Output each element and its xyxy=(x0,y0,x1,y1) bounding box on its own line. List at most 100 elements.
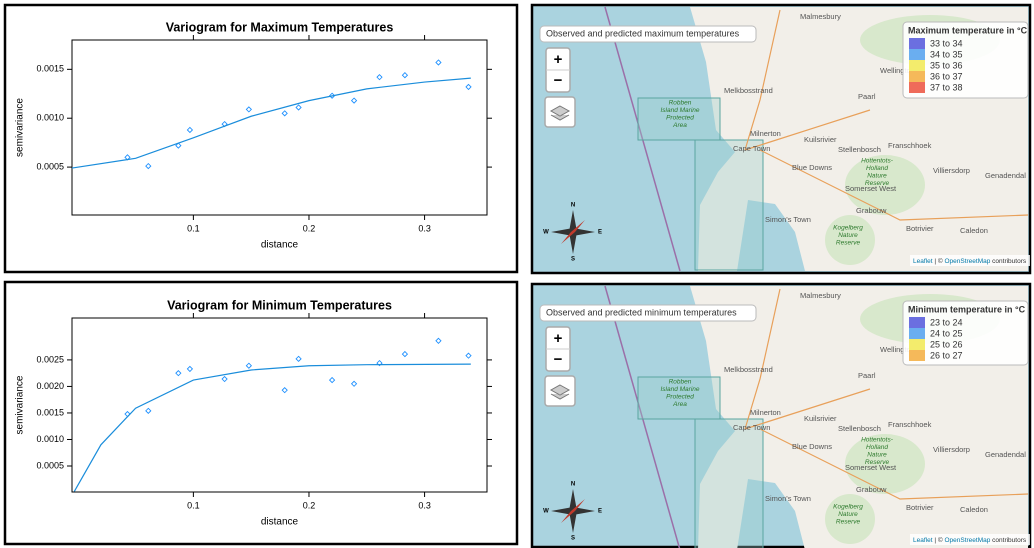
attribution-part: contributors xyxy=(992,258,1027,265)
attribution-part: Leaflet xyxy=(913,537,933,544)
attribution-part: OpenStreetMap xyxy=(944,258,990,265)
legend-swatch xyxy=(909,339,925,350)
place-name: Simon's Town xyxy=(765,215,811,224)
reserve-name: Robben xyxy=(669,379,692,386)
panel-border xyxy=(5,282,517,544)
place-name: Caledon xyxy=(960,505,988,514)
place-name: Blue Downs xyxy=(792,442,832,451)
map: MalmesburyWellingtonPaarlMelkbosstrandMi… xyxy=(532,284,1030,548)
reserve-name: Nature xyxy=(867,173,887,180)
zoom-out[interactable]: − xyxy=(554,72,563,89)
reserve-name: Area xyxy=(672,401,687,408)
page: {"chart_data": [ {"type": "scatter", "ti… xyxy=(0,0,1034,548)
reserve-name: Island Marine xyxy=(660,386,699,393)
reserve-name: Kogelberg xyxy=(833,225,863,232)
map-title: Observed and predicted maximum temperatu… xyxy=(546,28,740,38)
chart-title: Variogram for Minimum Temperatures xyxy=(167,298,392,312)
place-name: Paarl xyxy=(858,92,876,101)
place-name: Paarl xyxy=(858,371,876,380)
legend-label: 26 to 27 xyxy=(930,350,963,360)
zoom-out[interactable]: − xyxy=(554,351,563,368)
reserve-name: Nature xyxy=(838,232,858,239)
place-name: Grabouw xyxy=(856,485,887,494)
reserve-name: Reserve xyxy=(836,240,861,247)
legend-label: 33 to 34 xyxy=(930,38,963,48)
place-name: Milnerton xyxy=(750,129,781,138)
y-tick-label: 0.0010 xyxy=(36,434,64,444)
place-name: Villiersdorp xyxy=(933,166,970,175)
place-name: Genadendal xyxy=(985,171,1026,180)
place-name: Kuilsrivier xyxy=(804,414,837,423)
legend-swatch xyxy=(909,350,925,361)
x-tick-label: 0.2 xyxy=(303,223,316,233)
y-tick-label: 0.0005 xyxy=(36,161,64,171)
reserve-name: Nature xyxy=(838,511,858,518)
y-tick-label: 0.0025 xyxy=(36,354,64,364)
protected-area xyxy=(695,419,763,548)
chart-title: Variogram for Maximum Temperatures xyxy=(166,20,394,34)
reserve-name: Reserve xyxy=(836,519,861,526)
legend-title: Maximum temperature in °C xyxy=(908,25,1028,35)
attribution-part: contributors xyxy=(992,537,1027,544)
y-axis-label: semivariance xyxy=(15,98,26,157)
figure: Variogram for Maximum Temperatures 0.0005… xyxy=(0,0,1034,548)
place-name: Malmesbury xyxy=(800,12,841,21)
compass-letter: W xyxy=(543,230,549,236)
legend-swatch xyxy=(909,317,925,328)
compass-letter: S xyxy=(571,257,575,263)
legend-swatch xyxy=(909,82,925,93)
place-name: Villiersdorp xyxy=(933,445,970,454)
place-name: Blue Downs xyxy=(792,163,832,172)
y-tick-label: 0.0010 xyxy=(36,113,64,123)
place-name: Cape Town xyxy=(733,144,770,153)
place-name: Milnerton xyxy=(750,408,781,417)
legend-label: 34 to 35 xyxy=(930,49,963,59)
x-tick-label: 0.2 xyxy=(303,500,316,510)
compass-letter: E xyxy=(598,230,602,236)
zoom-in[interactable]: + xyxy=(554,51,563,68)
attribution-part: | © xyxy=(934,257,942,265)
attribution-part: Leaflet xyxy=(913,258,933,265)
y-tick-label: 0.0015 xyxy=(36,64,64,74)
zoom-in[interactable]: + xyxy=(554,330,563,347)
place-name: Melkbosstrand xyxy=(724,86,773,95)
legend-label: 25 to 26 xyxy=(930,339,963,349)
place-name: Kuilsrivier xyxy=(804,135,837,144)
legend-title: Minimum temperature in °C xyxy=(908,304,1026,314)
y-tick-label: 0.0005 xyxy=(36,460,64,470)
place-name: Cape Town xyxy=(733,423,770,432)
compass-letter: S xyxy=(571,536,575,542)
attribution-part: | © xyxy=(934,536,942,544)
place-name: Franschhoek xyxy=(888,141,932,150)
compass-letter: E xyxy=(598,509,602,515)
reserve-name: Nature xyxy=(867,452,887,459)
y-tick-label: 0.0020 xyxy=(36,381,64,391)
y-tick-label: 0.0015 xyxy=(36,407,64,417)
place-name: Melkbosstrand xyxy=(724,365,773,374)
place-name: Botrivier xyxy=(906,224,934,233)
reserve-name: Area xyxy=(672,122,687,129)
reserve-name: Reserve xyxy=(865,459,890,466)
compass-letter: W xyxy=(543,509,549,515)
legend-label: 35 to 36 xyxy=(930,60,963,70)
reserve-name: Holland xyxy=(866,165,888,172)
x-tick-label: 0.3 xyxy=(418,500,431,510)
x-tick-label: 0.1 xyxy=(187,500,200,510)
reserve-name: Kogelberg xyxy=(833,504,863,511)
panel-border xyxy=(5,5,517,272)
place-name: Caledon xyxy=(960,226,988,235)
attribution-part: OpenStreetMap xyxy=(944,537,990,544)
place-name: Genadendal xyxy=(985,450,1026,459)
reserve-name: Island Marine xyxy=(660,107,699,114)
x-tick-label: 0.3 xyxy=(418,223,431,233)
reserve-name: Protected xyxy=(666,394,694,401)
reserve-name: Protected xyxy=(666,115,694,122)
attribution: Leaflet | © OpenStreetMap contributors xyxy=(913,536,1027,544)
place-name: Botrivier xyxy=(906,503,934,512)
place-name: Stellenbosch xyxy=(838,145,881,154)
legend-swatch xyxy=(909,328,925,339)
protected-area xyxy=(695,140,763,270)
reserve-name: Robben xyxy=(669,100,692,107)
attribution: Leaflet | © OpenStreetMap contributors xyxy=(913,257,1027,265)
reserve-name: Holland xyxy=(866,444,888,451)
